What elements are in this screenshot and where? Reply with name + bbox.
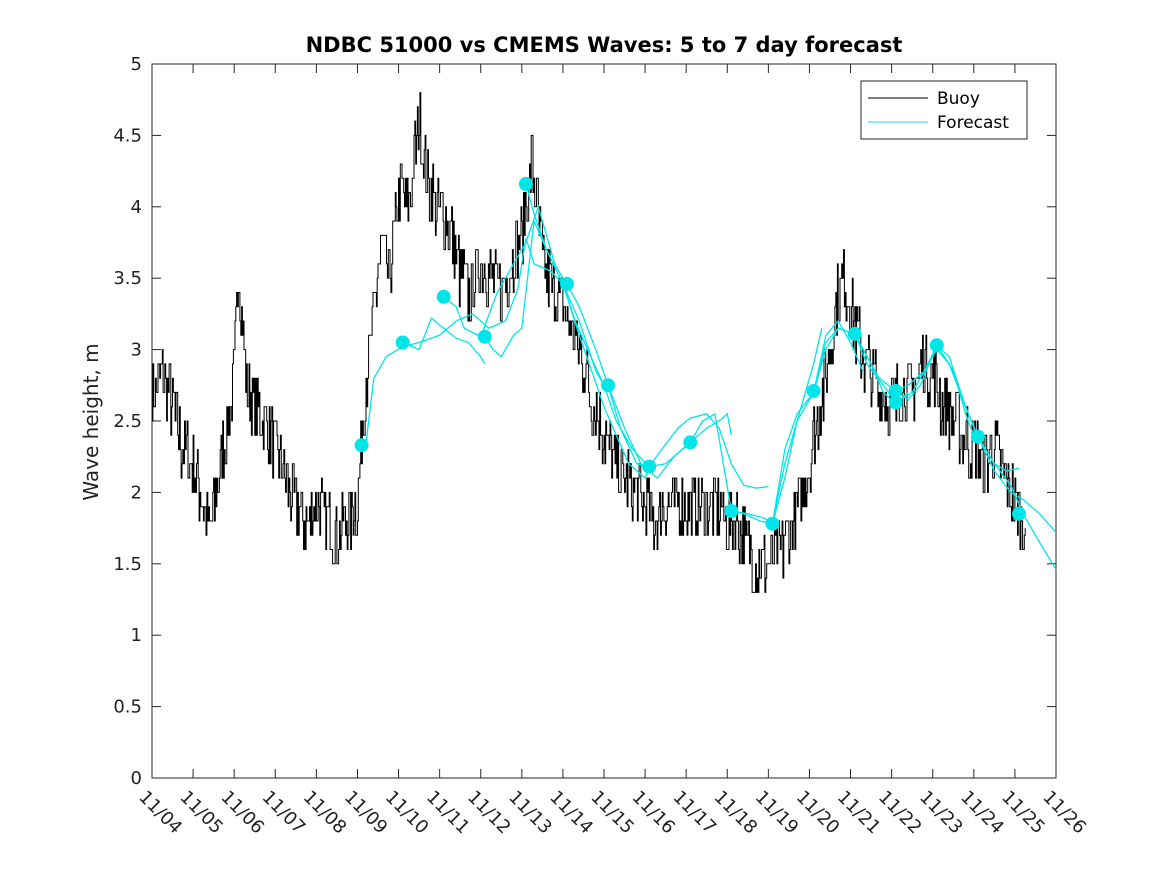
forecast-marker [806, 384, 821, 398]
forecast-marker [724, 504, 739, 518]
forecast-marker [642, 459, 657, 474]
plot-area [151, 63, 1057, 779]
forecast-marker [888, 384, 903, 398]
forecast-marker [601, 378, 616, 393]
forecast-marker [1012, 506, 1026, 521]
y-tick-label: 0.5 [113, 697, 142, 718]
forecast-marker [560, 276, 574, 291]
y-tick-label: 2.5 [113, 411, 142, 432]
y-tick-label: 1.5 [113, 554, 142, 575]
y-tick-label: 3 [131, 340, 142, 361]
forecast-marker [518, 177, 533, 191]
legend-forecast-label: Forecast [937, 113, 1009, 133]
forecast-markers [354, 177, 1026, 531]
y-tick-label: 4 [131, 197, 142, 218]
forecast-marker [929, 338, 944, 353]
forecast-marker [683, 435, 698, 450]
y-tick-label: 5 [131, 54, 142, 75]
y-tick-label: 4.5 [113, 125, 142, 146]
forecast-marker [395, 335, 410, 350]
forecast-marker [765, 516, 780, 531]
y-tick-label: 1 [131, 625, 142, 646]
forecast-line [689, 328, 823, 525]
forecast-marker [970, 429, 985, 444]
forecast-line [566, 283, 733, 480]
forecast-line [402, 317, 486, 365]
forecast-marker [354, 438, 369, 453]
forecast-marker [436, 289, 451, 304]
buoy-series [152, 92, 1026, 593]
forecast-marker [477, 329, 492, 344]
forecast-line [607, 385, 769, 489]
forecast-line [936, 344, 1057, 533]
y-axis-label: Wave height, m [79, 343, 103, 500]
forecast-marker [847, 326, 862, 341]
buoy-line [152, 92, 1026, 593]
chart-title: NDBC 51000 vs CMEMS Waves: 5 to 7 day fo… [306, 33, 903, 57]
forecast-line [443, 204, 568, 338]
legend: Buoy Forecast [860, 80, 1028, 140]
legend-buoy-label: Buoy [937, 89, 980, 109]
legend-box [860, 80, 1028, 140]
y-tick-label: 0 [131, 768, 142, 789]
y-tick-label: 3.5 [113, 268, 142, 289]
y-tick-label: 2 [131, 482, 142, 503]
forecast-line [731, 319, 864, 525]
forecast-marker [888, 395, 903, 410]
y-axis: 0 0.5 1 1.5 2 2.5 3 3.5 4 4.5 5 [113, 54, 1056, 789]
